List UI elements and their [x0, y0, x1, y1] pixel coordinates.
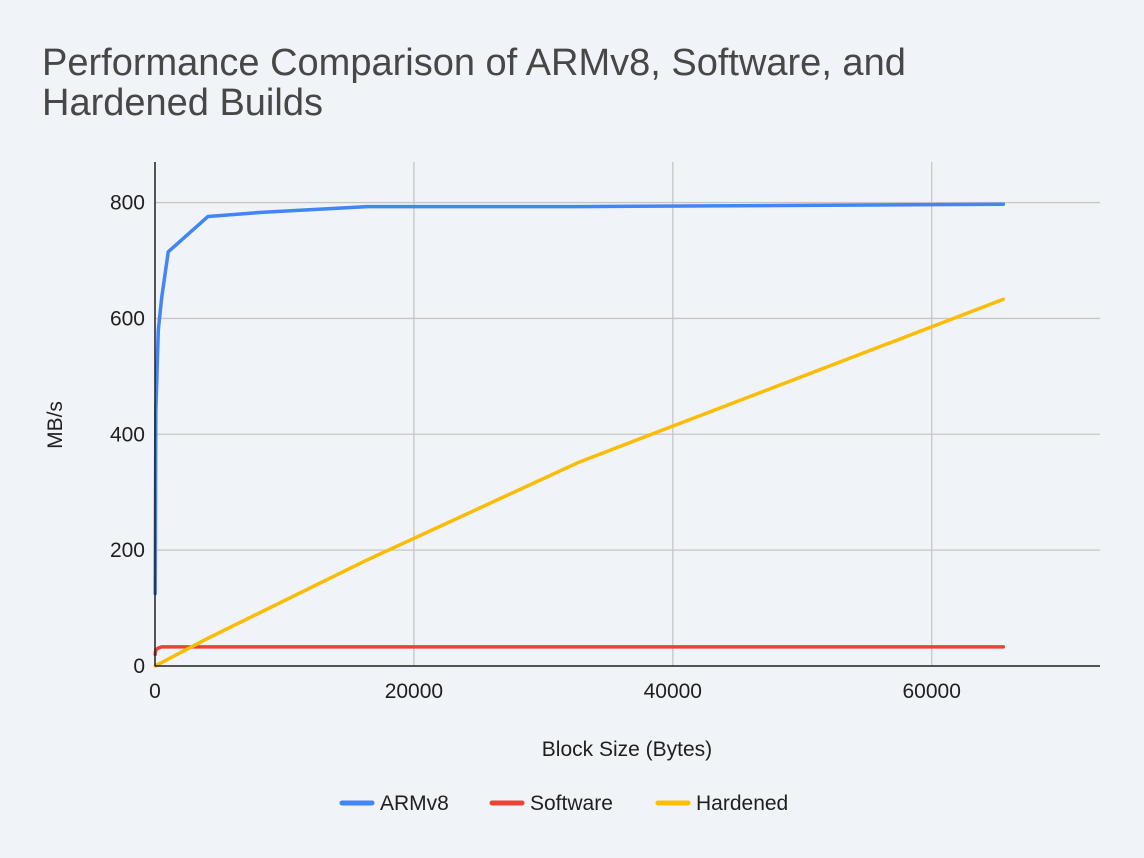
legend-label: ARMv8: [380, 792, 449, 815]
series-line-armv8: [153, 202, 1006, 596]
legend-item-software[interactable]: Software: [489, 792, 613, 815]
y-tick-label: 0: [133, 655, 145, 678]
plot-series: [153, 202, 1006, 668]
legend-label: Software: [530, 792, 613, 815]
chart-title-line-2: Hardened Builds: [42, 82, 323, 124]
y-axis-label: MB/s: [44, 401, 67, 449]
y-tick-label: 800: [110, 192, 145, 215]
chart-title-line-1: Performance Comparison of ARMv8, Softwar…: [42, 42, 906, 84]
gridlines: [155, 162, 1100, 666]
x-tick-label: 40000: [644, 680, 702, 703]
x-axis-ticks: 0 20000 40000 60000: [149, 680, 961, 703]
series-line-software: [153, 645, 1006, 657]
legend: ARMv8 Software Hardened: [339, 792, 788, 815]
legend-item-hardened[interactable]: Hardened: [655, 792, 788, 815]
legend-label: Hardened: [696, 792, 788, 815]
x-axis-label: Block Size (Bytes): [542, 738, 712, 761]
chart-title: Performance Comparison of ARMv8, Softwar…: [42, 42, 906, 124]
series-line-hardened: [153, 297, 1006, 668]
x-tick-label: 60000: [903, 680, 961, 703]
axes: [154, 162, 1100, 667]
legend-item-armv8[interactable]: ARMv8: [339, 792, 449, 815]
y-tick-label: 600: [110, 307, 145, 330]
y-axis-ticks: 0 200 400 600 800: [110, 192, 145, 678]
x-tick-label: 20000: [385, 680, 443, 703]
x-tick-label: 0: [149, 680, 161, 703]
y-tick-label: 400: [110, 423, 145, 446]
y-tick-label: 200: [110, 539, 145, 562]
